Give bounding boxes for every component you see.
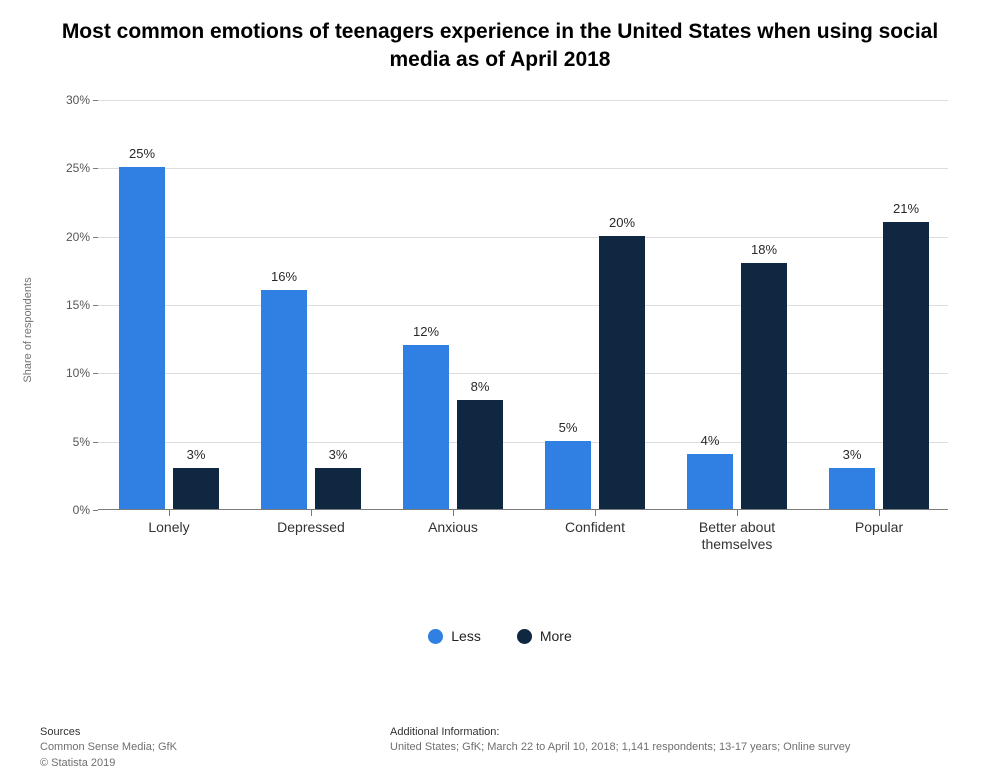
ytick-label: 15% bbox=[66, 298, 98, 312]
ytick-label: 0% bbox=[73, 503, 98, 517]
bar-group: Confident5%20% bbox=[524, 100, 666, 509]
copyright-text: © Statista 2019 bbox=[40, 756, 177, 771]
x-category-label: Depressed bbox=[240, 509, 382, 536]
x-category-label: Popular bbox=[808, 509, 950, 536]
bar-value-label: 3% bbox=[166, 447, 226, 462]
legend-item: Less bbox=[428, 628, 481, 644]
y-axis-label: Share of respondents bbox=[22, 277, 34, 382]
ytick-label: 30% bbox=[66, 93, 98, 107]
legend-swatch bbox=[428, 629, 443, 644]
bar-value-label: 8% bbox=[450, 379, 510, 394]
x-category-label: Lonely bbox=[98, 509, 240, 536]
bar bbox=[173, 468, 219, 509]
x-category-label: Better about themselves bbox=[666, 509, 808, 553]
bar bbox=[599, 236, 645, 509]
bar-value-label: 18% bbox=[734, 242, 794, 257]
bar-value-label: 16% bbox=[254, 269, 314, 284]
bar-value-label: 5% bbox=[538, 420, 598, 435]
x-category-label: Confident bbox=[524, 509, 666, 536]
bar-value-label: 4% bbox=[680, 433, 740, 448]
x-category-label: Anxious bbox=[382, 509, 524, 536]
bar-group: Better about themselves4%18% bbox=[666, 100, 808, 509]
legend-swatch bbox=[517, 629, 532, 644]
bar-group: Popular3%21% bbox=[808, 100, 950, 509]
bar-group: Depressed16%3% bbox=[240, 100, 382, 509]
bar bbox=[545, 441, 591, 509]
ytick-label: 10% bbox=[66, 366, 98, 380]
legend-label: Less bbox=[451, 628, 481, 644]
bar bbox=[883, 222, 929, 509]
bar bbox=[315, 468, 361, 509]
ytick-label: 20% bbox=[66, 230, 98, 244]
bar-value-label: 3% bbox=[308, 447, 368, 462]
sources-header: Sources bbox=[40, 725, 177, 740]
bar-group: Anxious12%8% bbox=[382, 100, 524, 509]
plot-region: 0%5%10%15%20%25%30%Lonely25%3%Depressed1… bbox=[98, 100, 948, 510]
bar-value-label: 21% bbox=[876, 201, 936, 216]
bar bbox=[741, 263, 787, 509]
bar bbox=[457, 400, 503, 509]
bar bbox=[261, 290, 307, 509]
bar bbox=[119, 167, 165, 509]
bar bbox=[829, 468, 875, 509]
additional-info-header: Additional Information: bbox=[390, 725, 850, 740]
bar-value-label: 3% bbox=[822, 447, 882, 462]
chart-area: Share of respondents 0%5%10%15%20%25%30%… bbox=[40, 90, 960, 570]
legend: Less More bbox=[0, 628, 1000, 647]
legend-label: More bbox=[540, 628, 572, 644]
chart-title: Most common emotions of teenagers experi… bbox=[0, 0, 1000, 85]
bar bbox=[403, 345, 449, 509]
bar-value-label: 25% bbox=[112, 146, 172, 161]
bar bbox=[687, 454, 733, 509]
bar-group: Lonely25%3% bbox=[98, 100, 240, 509]
bar-value-label: 20% bbox=[592, 215, 652, 230]
bar-value-label: 12% bbox=[396, 324, 456, 339]
ytick-label: 5% bbox=[73, 435, 98, 449]
legend-item: More bbox=[517, 628, 572, 644]
ytick-label: 25% bbox=[66, 161, 98, 175]
